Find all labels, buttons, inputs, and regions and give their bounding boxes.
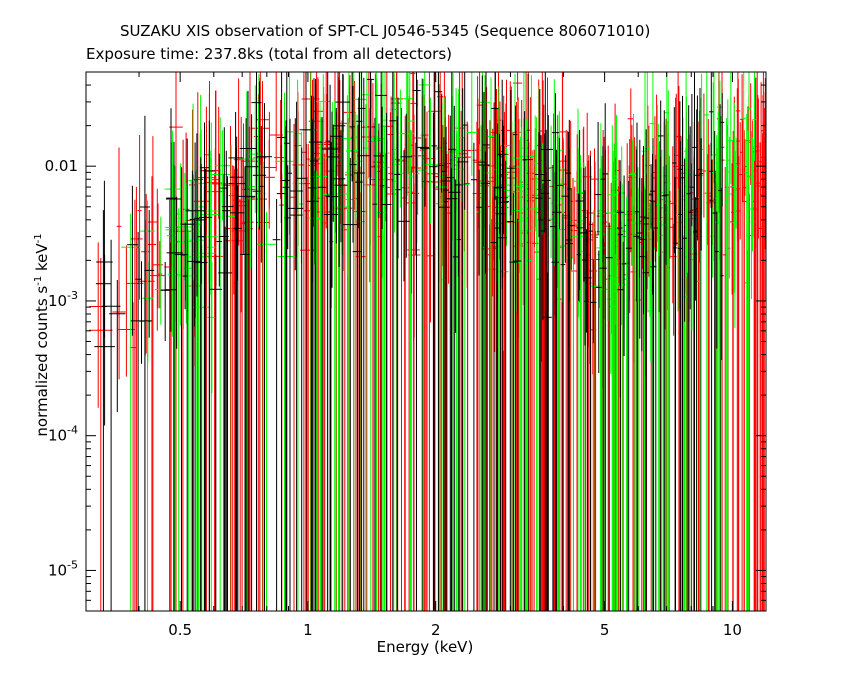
- y-tick-label: 10-3: [48, 289, 78, 310]
- y-axis-label-mid: keV: [33, 243, 51, 276]
- y-axis-label-text: normalized counts s: [33, 285, 51, 437]
- series-2: [121, 72, 757, 611]
- x-axis-label: Energy (keV): [376, 638, 474, 656]
- x-ticks: [85, 72, 733, 611]
- x-tick-label: 2: [431, 621, 441, 639]
- y-axis-label-sup2: -1: [33, 233, 44, 244]
- y-ticks: [86, 71, 766, 601]
- series-3: [94, 72, 725, 611]
- x-tick-label: 5: [600, 621, 610, 639]
- x-tick-label: 1: [303, 621, 313, 639]
- y-tick-label: 10-5: [48, 558, 78, 579]
- y-axis-label-sup1: -1: [33, 275, 44, 286]
- data-layer: [89, 72, 766, 611]
- y-tick-label: 10-4: [48, 424, 78, 445]
- chart-subtitle: Exposure time: 237.8ks (total from all d…: [86, 45, 453, 63]
- x-tick-label: 10: [723, 621, 742, 639]
- y-axis-label: normalized counts s-1 keV-1: [33, 233, 51, 436]
- chart-title: SUZAKU XIS observation of SPT-CL J0546-5…: [120, 22, 651, 40]
- x-tick-label: 0.5: [168, 621, 192, 639]
- y-tick-label: 0.01: [45, 157, 78, 175]
